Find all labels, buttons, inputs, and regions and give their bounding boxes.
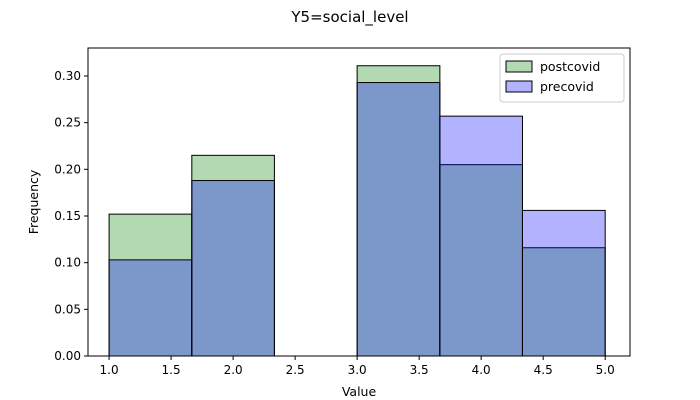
- legend-label-precovid: precovid: [540, 79, 594, 94]
- y-tick-label-1: 0.05: [54, 302, 81, 316]
- y-tick-label-3: 0.15: [54, 209, 81, 223]
- x-tick-label-1: 1.5: [162, 363, 181, 377]
- bar-precovid-0: [108, 259, 193, 357]
- x-tick-label-2: 2.0: [224, 363, 243, 377]
- legend-box: [499, 53, 625, 103]
- bar-postcovid-1: [191, 154, 275, 357]
- bar-precovid-4: [439, 115, 523, 357]
- y-tick-label-4: 0.20: [54, 162, 81, 176]
- bar-precovid-1: [191, 180, 275, 357]
- bars-layer: [108, 65, 606, 357]
- x-tick-label-0: 1.0: [100, 363, 119, 377]
- x-axis: 1.0 1.5 2.0 2.5 3.0 3.5 4.0 4.5 5.0: [100, 356, 615, 377]
- legend-swatch-postcovid: [505, 60, 533, 73]
- x-tick-label-3: 2.5: [286, 363, 305, 377]
- legend-swatch-precovid: [505, 80, 533, 93]
- bar-precovid-5: [521, 209, 606, 357]
- y-axis: 0.00 0.05 0.10 0.15 0.20 0.25 0.30: [54, 69, 88, 363]
- x-tick-label-6: 4.0: [472, 363, 491, 377]
- chart-title: Y5=social_level: [290, 8, 408, 27]
- bar-postcovid-4: [439, 164, 523, 357]
- plot-frame: [87, 47, 631, 357]
- bar-postcovid-3: [356, 65, 441, 357]
- bar-postcovid-0: [108, 213, 193, 357]
- x-tick-label-7: 4.5: [534, 363, 553, 377]
- y-tick-label-6: 0.30: [54, 69, 81, 83]
- y-tick-label-0: 0.00: [54, 349, 81, 363]
- y-axis-label: Frequency: [26, 169, 41, 234]
- y-tick-label-2: 0.10: [54, 256, 81, 270]
- bar-postcovid-5: [521, 247, 606, 357]
- legend-label-postcovid: postcovid: [540, 59, 600, 74]
- x-axis-label: Value: [342, 384, 377, 399]
- y-tick-label-5: 0.25: [54, 116, 81, 130]
- x-tick-label-8: 5.0: [596, 363, 615, 377]
- bar-precovid-3: [356, 82, 441, 357]
- x-tick-label-4: 3.0: [348, 363, 367, 377]
- x-tick-label-5: 3.5: [410, 363, 429, 377]
- legend: postcovid precovid: [499, 53, 625, 103]
